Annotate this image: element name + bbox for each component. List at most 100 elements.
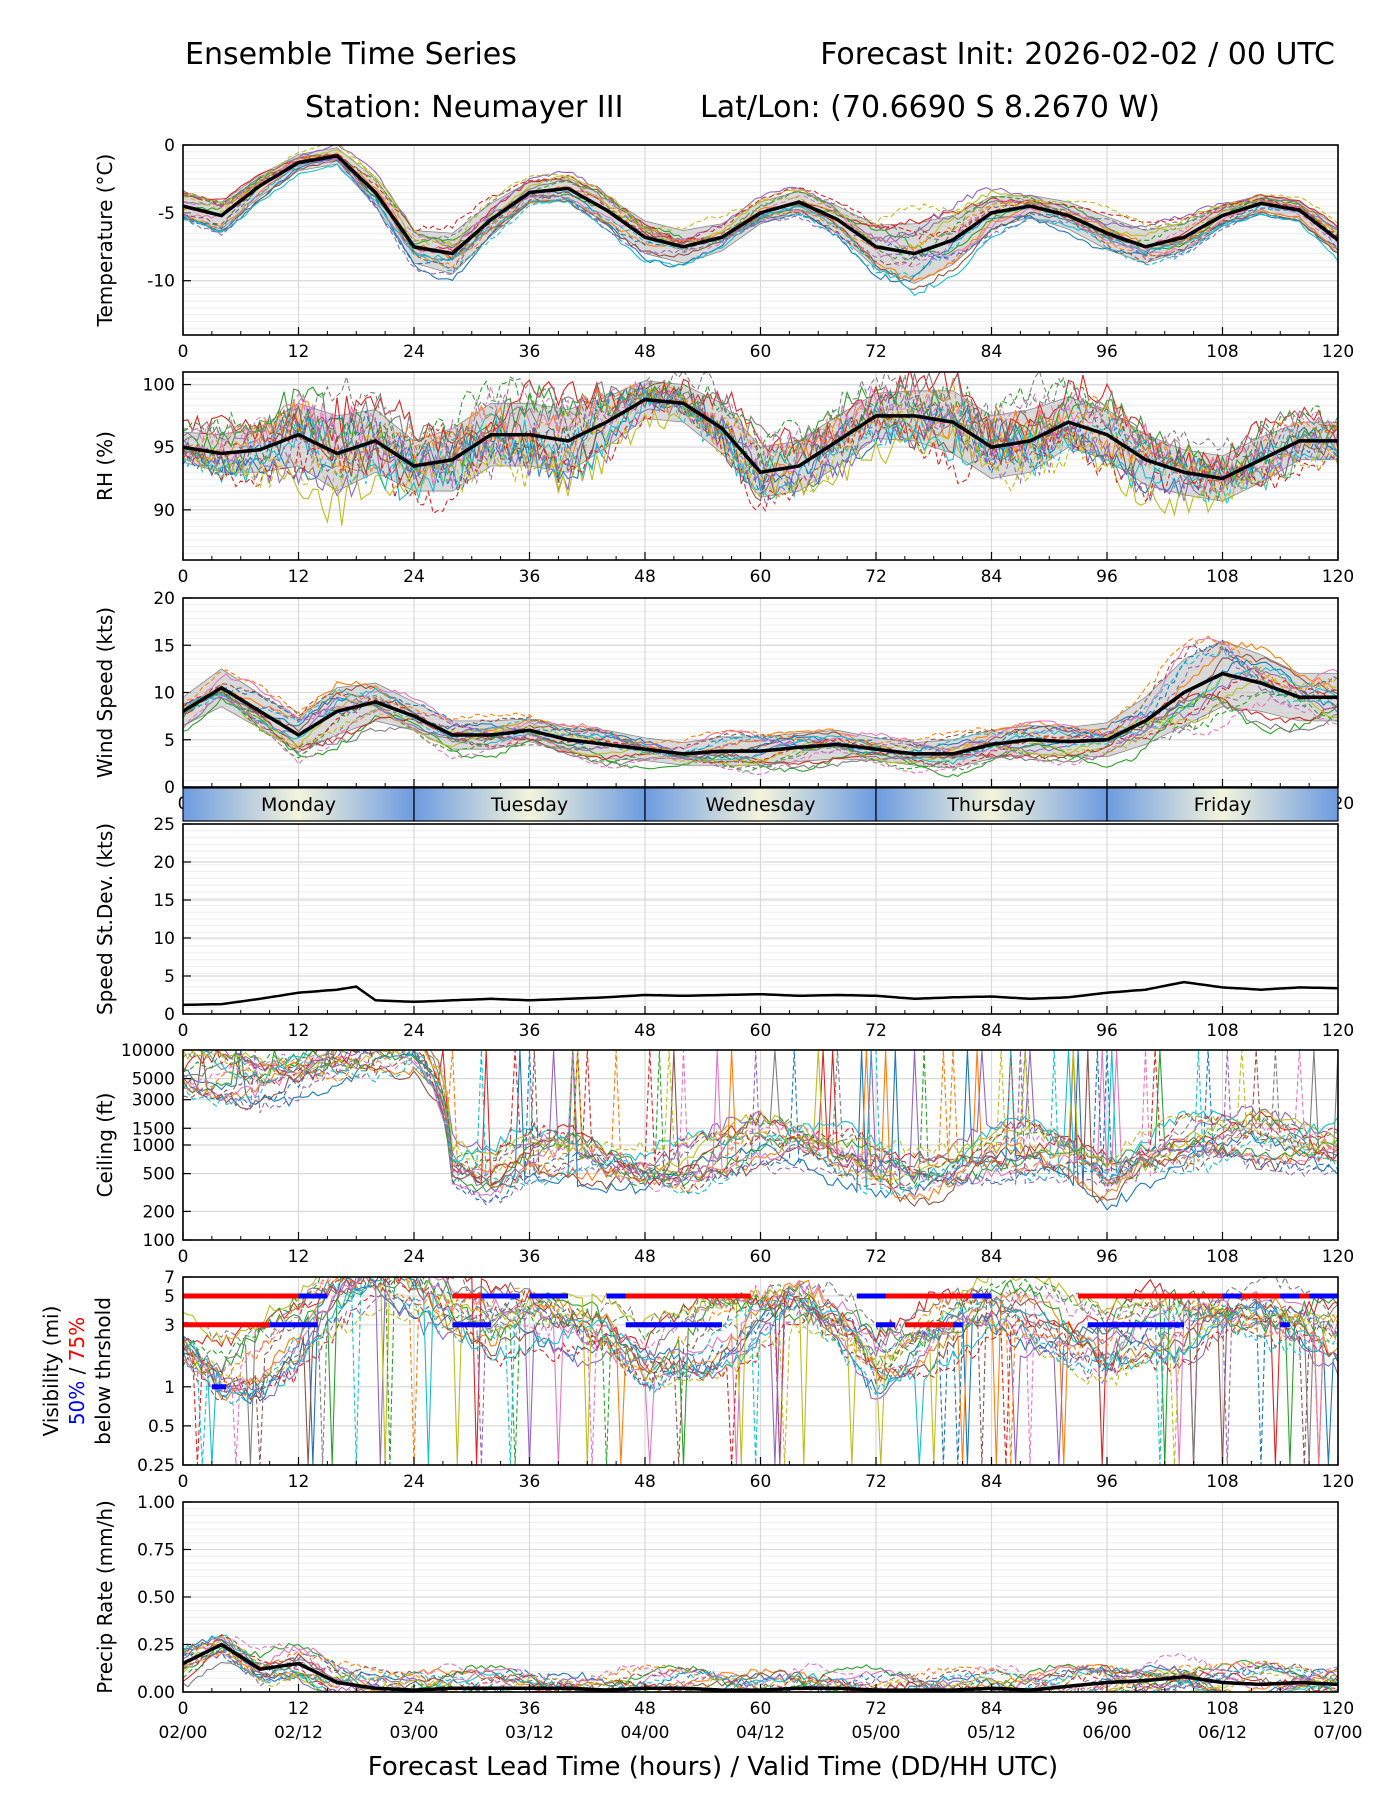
y-axis-label: Temperature (°C) <box>93 154 117 328</box>
valid-time-label: 02/00 <box>159 1723 208 1743</box>
y-tick-label: 15 <box>153 891 175 911</box>
ensemble-member-line <box>183 388 1338 502</box>
valid-time-label: 02/12 <box>274 1723 323 1743</box>
ensemble-member-line <box>183 376 1338 474</box>
y-tick-label: 1500 <box>132 1119 175 1139</box>
ensemble-member-line <box>183 158 1338 265</box>
x-tick-label: 72 <box>865 1472 887 1492</box>
valid-time-label: 05/12 <box>967 1723 1016 1743</box>
valid-time-label: 06/12 <box>1198 1723 1247 1743</box>
x-tick-label: 36 <box>519 567 541 587</box>
y-axis: 100 95 90 <box>143 376 1338 521</box>
y-tick-label: 5 <box>164 1287 175 1307</box>
ensemble-member-line <box>183 1050 1338 1190</box>
x-tick-label: 24 <box>403 567 425 587</box>
valid-time-label: 03/00 <box>390 1723 439 1743</box>
ensemble-member-line <box>183 389 1338 501</box>
y-tick-label: 100 <box>143 376 175 396</box>
x-tick-label: 120 <box>1322 1472 1354 1492</box>
x-tick-label: 96 <box>1096 342 1118 362</box>
x-tick-label: 120 <box>1322 1699 1354 1719</box>
figure-title: Ensemble Time Series <box>185 37 517 72</box>
x-tick-label: 108 <box>1206 1021 1238 1041</box>
x-tick-label: 36 <box>519 1472 541 1492</box>
day-label: Monday <box>261 794 336 816</box>
ensemble-member-line <box>183 1050 1338 1208</box>
x-tick-label: 108 <box>1206 1247 1238 1267</box>
ensemble-member-line <box>183 675 1338 769</box>
x-tick-label: 72 <box>865 1021 887 1041</box>
ensemble-spread-band <box>183 380 1338 502</box>
ensemble-member-line <box>183 695 1338 776</box>
day-label: Wednesday <box>705 794 815 816</box>
ensemble-member-line <box>183 1639 1338 1692</box>
x-axis: 0 02/00 12 02/12 24 03/00 36 03/12 48 04/00 60 04/1… <box>159 1684 1363 1743</box>
y-tick-label: 5 <box>164 967 175 987</box>
ensemble-member-line <box>183 1277 1338 1465</box>
x-tick-label: 12 <box>288 1247 310 1267</box>
ensemble-member-line <box>183 1650 1338 1692</box>
x-tick-label: 84 <box>981 1247 1003 1267</box>
day-banner: Monday Tuesday Wednesday Thursday Friday <box>182 787 1339 822</box>
valid-time-label: 04/00 <box>621 1723 670 1743</box>
panel-2: 100 95 90 0 12 24 36 48 60 72 84 96 108 120 RH (%) <box>93 371 1354 587</box>
y-tick-label: 0 <box>164 1005 175 1025</box>
ensemble-member-line <box>183 1050 1338 1211</box>
x-tick-label: 48 <box>634 342 656 362</box>
x-tick-label: 24 <box>403 1472 425 1492</box>
day-label: Friday <box>1194 794 1252 816</box>
y-tick-label: 3000 <box>132 1091 175 1111</box>
ensemble-member-line <box>183 1277 1338 1465</box>
plot-area <box>183 372 1338 526</box>
x-tick-label: 60 <box>750 1247 772 1267</box>
ensemble-member-line <box>183 1642 1338 1692</box>
ensemble-member-line <box>183 1644 1338 1692</box>
ensemble-member-line <box>183 1050 1338 1197</box>
station-name: Station: Neumayer III <box>305 90 623 125</box>
x-tick-label: 120 <box>1322 342 1354 362</box>
panel-6: 75 3 1 0.5 0.250 12 24 36 48 60 72 84 96 108 120 Visibi… <box>39 1268 1354 1492</box>
x-tick-label: 0 <box>178 1247 189 1267</box>
plot-area <box>183 635 1338 778</box>
ensemble-member-line <box>183 637 1338 754</box>
x-tick-label: 12 <box>288 1021 310 1041</box>
y-tick-label: 15 <box>153 636 175 656</box>
x-tick-label: 36 <box>519 1021 541 1041</box>
x-axis: 0 12 24 36 48 60 72 84 96 108 120 <box>178 327 1354 362</box>
x-tick-label: 36 <box>519 1247 541 1267</box>
y-tick-label: 20 <box>153 589 175 609</box>
x-tick-label: 72 <box>865 1247 887 1267</box>
x-tick-label: 36 <box>519 1699 541 1719</box>
plot-area <box>183 145 1338 297</box>
y-axis-label: Wind Speed (kts) <box>93 607 117 778</box>
ensemble-member-line <box>183 645 1338 757</box>
y-tick-label: 0.25 <box>137 1636 175 1656</box>
ensemble-member-line <box>183 149 1338 253</box>
x-axis: 0 12 24 36 48 60 72 84 96 108 120 <box>178 552 1354 587</box>
x-tick-label: 96 <box>1096 1699 1118 1719</box>
plot-area <box>183 980 1338 1007</box>
ensemble-member-line <box>183 1277 1338 1465</box>
valid-time-label: 06/00 <box>1083 1723 1132 1743</box>
x-tick-label: 60 <box>750 1021 772 1041</box>
x-tick-label: 12 <box>288 342 310 362</box>
ensemble-member-line <box>183 157 1338 275</box>
valid-time-label: 03/12 <box>505 1723 554 1743</box>
vertical-grid <box>182 1277 1339 1465</box>
y-tick-label: 95 <box>153 438 175 458</box>
x-tick-label: 0 <box>178 567 189 587</box>
x-tick-label: 12 <box>288 567 310 587</box>
ensemble-member-line <box>183 1050 1338 1185</box>
y-tick-label: 500 <box>143 1165 175 1185</box>
y-tick-label: -5 <box>158 204 175 224</box>
x-tick-label: 72 <box>865 567 887 587</box>
x-tick-label: 96 <box>1096 567 1118 587</box>
x-tick-label: 48 <box>634 1699 656 1719</box>
x-tick-label: 96 <box>1096 1472 1118 1492</box>
x-tick-label: 120 <box>1322 1247 1354 1267</box>
y-tick-label: 3 <box>164 1316 175 1336</box>
ensemble-member-line <box>183 385 1338 505</box>
x-tick-label: 84 <box>981 1699 1003 1719</box>
